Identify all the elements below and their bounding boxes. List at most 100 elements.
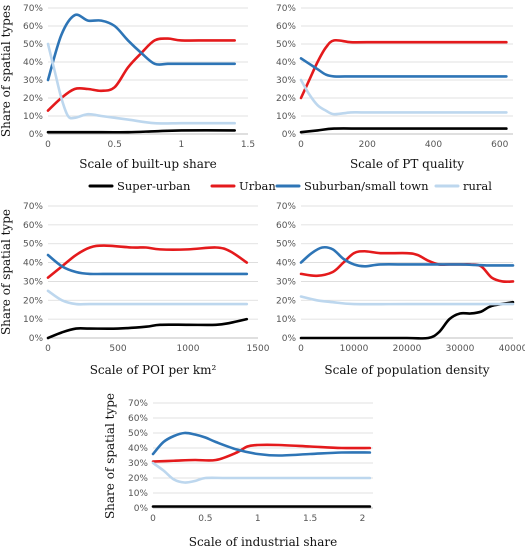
series-line-suburban xyxy=(46,253,249,276)
x-tick-label: 0.5 xyxy=(198,514,212,524)
x-tick-label: 40000 xyxy=(499,344,525,354)
y-tick-label: 40% xyxy=(23,259,43,269)
y-tick-label: 20% xyxy=(128,474,148,484)
y-tick-label: 0% xyxy=(282,334,297,344)
series-line-rural xyxy=(151,461,372,484)
x-axis-label: Scale of PT quality xyxy=(350,157,464,171)
series-line-super-urban xyxy=(46,129,236,134)
x-tick-label: 2 xyxy=(360,514,366,524)
y-tick-label: 30% xyxy=(128,459,148,469)
chart-legend: Super-urban Urban Suburban/small town rural xyxy=(88,179,492,193)
y-tick-label: 40% xyxy=(128,444,148,454)
y-axis-label: Share of spatial types xyxy=(0,5,13,137)
series-line-super-urban xyxy=(299,300,515,340)
x-tick-label: 500 xyxy=(109,344,126,354)
chart-panel-built-up-share: 0% 10% 20% 30% 40% 50% 60% 70% 0 0.5 1 1.5 Scale of … xyxy=(0,4,255,171)
x-axis-label: Scale of industrial share xyxy=(189,535,338,549)
y-tick-label: 70% xyxy=(128,399,148,409)
x-axis-label: Scale of POI per km² xyxy=(90,363,217,377)
x-axis-label: Scale of built-up share xyxy=(79,157,216,171)
x-tick-label: 0 xyxy=(298,140,304,150)
y-tick-label: 10% xyxy=(128,489,148,499)
y-tick-label: 0% xyxy=(282,130,297,140)
series-line-urban xyxy=(151,443,372,463)
y-tick-label: 60% xyxy=(23,22,43,32)
x-tick-label: 600 xyxy=(491,140,508,150)
x-tick-label: 1 xyxy=(255,514,261,524)
y-tick-label: 70% xyxy=(276,202,296,212)
y-tick-label: 60% xyxy=(276,221,296,231)
y-axis-label: Share of spatial type xyxy=(103,393,117,519)
y-tick-label: 70% xyxy=(276,4,296,14)
series-line-rural xyxy=(46,42,236,125)
x-tick-label: 400 xyxy=(425,140,442,150)
x-tick-label: 0 xyxy=(150,514,156,524)
x-tick-label: 1.5 xyxy=(303,514,317,524)
y-tick-label: 50% xyxy=(276,40,296,50)
x-tick-label: 10000 xyxy=(340,344,369,354)
y-tick-label: 20% xyxy=(23,94,43,104)
y-tick-label: 30% xyxy=(276,76,296,86)
x-tick-label: 200 xyxy=(359,140,376,150)
y-tick-label: 30% xyxy=(23,277,43,287)
series-line-urban xyxy=(299,38,508,100)
series-line-rural xyxy=(46,289,249,306)
legend-label-urban: Urban xyxy=(239,179,276,193)
y-tick-label: 10% xyxy=(276,315,296,325)
y-tick-label: 60% xyxy=(128,414,148,424)
y-tick-label: 0% xyxy=(29,130,44,140)
y-tick-label: 20% xyxy=(276,94,296,104)
series-line-rural xyxy=(299,78,508,116)
series-line-urban xyxy=(46,37,236,112)
series-line-super-urban xyxy=(46,317,249,340)
legend-label-rural: rural xyxy=(463,179,492,193)
y-tick-label: 0% xyxy=(29,334,44,344)
x-tick-label: 1.5 xyxy=(241,140,255,150)
series-line-urban xyxy=(46,244,249,279)
y-tick-label: 30% xyxy=(23,76,43,86)
y-tick-label: 10% xyxy=(276,112,296,122)
legend-label-suburban: Suburban/small town xyxy=(304,179,429,193)
series-line-suburban xyxy=(299,245,515,268)
y-tick-label: 40% xyxy=(276,58,296,68)
x-tick-label: 0 xyxy=(45,344,51,354)
x-tick-label: 30000 xyxy=(446,344,475,354)
y-tick-label: 30% xyxy=(276,277,296,287)
series-line-rural xyxy=(299,295,515,306)
y-tick-label: 10% xyxy=(23,315,43,325)
y-tick-label: 50% xyxy=(276,240,296,250)
x-tick-label: 1000 xyxy=(177,344,200,354)
y-tick-label: 70% xyxy=(23,4,43,14)
y-tick-label: 40% xyxy=(276,259,296,269)
y-tick-label: 20% xyxy=(276,296,296,306)
x-tick-label: 0 xyxy=(45,140,51,150)
series-line-suburban xyxy=(46,13,236,82)
y-tick-label: 0% xyxy=(134,504,149,514)
x-axis-label: Scale of population density xyxy=(324,363,489,377)
chart-panel-pt-quality: 0% 10% 20% 30% 40% 50% 60% 70% 0 200 400 600 Scale o… xyxy=(276,4,513,171)
chart-panel-population-density: 0% 10% 20% 30% 40% 50% 60% 70% 0 10000 20000 30000 4… xyxy=(276,202,525,377)
x-tick-label: 20000 xyxy=(393,344,422,354)
x-tick-label: 1500 xyxy=(247,344,270,354)
y-tick-label: 40% xyxy=(23,58,43,68)
series-line-suburban xyxy=(151,431,372,457)
y-axis-label: Share of spatial type xyxy=(0,209,13,335)
y-tick-label: 10% xyxy=(23,112,43,122)
y-tick-label: 50% xyxy=(128,429,148,439)
x-tick-label: 0 xyxy=(298,344,304,354)
series-line-urban xyxy=(299,249,515,284)
legend-label-super-urban: Super-urban xyxy=(117,179,191,193)
y-tick-label: 60% xyxy=(23,221,43,231)
series-line-suburban xyxy=(299,57,508,78)
y-tick-label: 70% xyxy=(23,202,43,212)
y-tick-label: 50% xyxy=(23,240,43,250)
y-tick-label: 60% xyxy=(276,22,296,32)
y-tick-label: 20% xyxy=(23,296,43,306)
x-tick-label: 0.5 xyxy=(108,140,122,150)
y-tick-label: 50% xyxy=(23,40,43,50)
x-tick-label: 1 xyxy=(178,140,184,150)
chart-panel-industrial-share: 0% 10% 20% 30% 40% 50% 60% 70% 0 0.5 1 1.5 2 Scale of… xyxy=(103,393,373,549)
series-line-super-urban xyxy=(299,127,508,134)
chart-panel-poi-per-km2: 0% 10% 20% 30% 40% 50% 60% 70% 0 500 1000 1500 Scale… xyxy=(0,202,270,377)
